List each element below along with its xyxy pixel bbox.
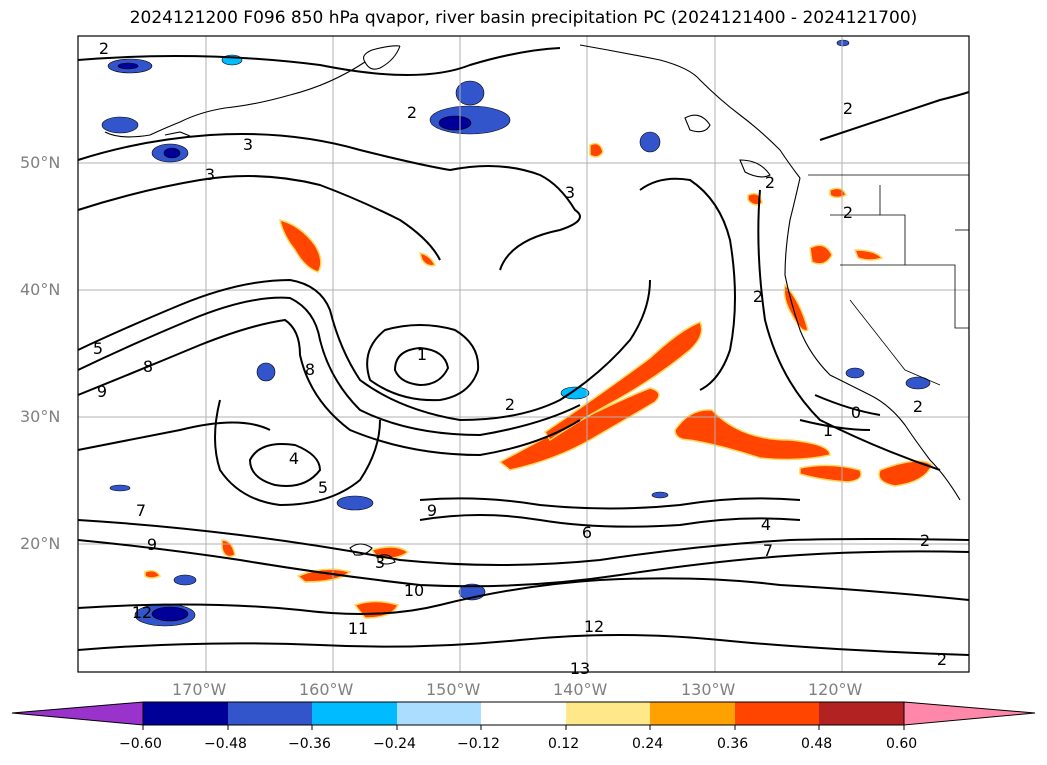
contour-label: 2	[753, 287, 763, 306]
contour-label: 3	[565, 183, 575, 202]
contour-label: 0	[851, 403, 861, 422]
colorbar-tick-label: 0.48	[801, 736, 833, 752]
contour-label: 12	[132, 603, 152, 622]
colorbar-segment	[228, 702, 312, 725]
colorbar-extend-low	[11, 701, 144, 726]
colorbar-segment	[481, 702, 566, 725]
colorbar-tick-label: 0.12	[548, 736, 580, 752]
contour-label: 7	[763, 541, 773, 560]
contour-label: 2	[843, 203, 853, 222]
lon-label: 170°W	[172, 680, 227, 699]
colorbar-tick-label: −0.60	[119, 736, 162, 752]
lon-label: 120°W	[808, 680, 863, 699]
contour-label: 3	[375, 553, 385, 572]
contour-label: 3	[205, 165, 215, 184]
contour-label: 2	[937, 650, 947, 669]
lat-label: 50°N	[20, 153, 61, 172]
gridlines	[78, 36, 969, 672]
contour-label: 8	[305, 360, 315, 379]
political-borders	[808, 174, 969, 386]
lat-label: 20°N	[20, 534, 61, 553]
contour-label: 2	[99, 39, 109, 58]
colorbar-tick-label: −0.24	[373, 736, 416, 752]
colorbar-segment	[397, 702, 481, 725]
colorbar-segment	[735, 702, 819, 725]
contour-label: 2	[913, 397, 923, 416]
qvapor-contours	[77, 47, 970, 656]
coastlines	[104, 44, 961, 565]
contour-label: 9	[147, 535, 157, 554]
contour-label: 2	[843, 99, 853, 118]
contour-label: 11	[348, 619, 368, 638]
positive-precip-areas	[144, 142, 933, 619]
colorbar	[11, 701, 1036, 730]
contour-label: 9	[427, 501, 437, 520]
contour-label: 4	[761, 515, 771, 534]
colorbar-tick-label: 0.60	[886, 736, 918, 752]
contour-label: 9	[97, 382, 107, 401]
contour-label: 8	[143, 357, 153, 376]
colorbar-tick-label: −0.36	[288, 736, 331, 752]
colorbar-extend-high	[903, 701, 1036, 726]
colorbar-segment	[650, 702, 735, 725]
negative-precip-areas	[101, 39, 931, 627]
contour-label: 5	[93, 339, 103, 358]
contour-label: 3	[243, 135, 253, 154]
colorbar-tick-label: 0.36	[717, 736, 749, 752]
map-title: 2024121200 F096 850 hPa qvapor, river ba…	[129, 8, 918, 28]
colorbar-segment	[312, 702, 397, 725]
lon-label: 130°W	[681, 680, 736, 699]
contour-labels: 2 2 2 3 3 3 2 1 2 5 8 9 8 4 5 9 7 9 6 4 …	[93, 39, 947, 678]
colorbar-segment	[819, 702, 904, 725]
contour-label: 1	[823, 421, 833, 440]
lon-label: 140°W	[553, 680, 608, 699]
colorbar-segment	[143, 702, 228, 725]
colorbar-tick-label: 0.24	[632, 736, 664, 752]
lon-label: 160°W	[299, 680, 354, 699]
contour-label: 7	[136, 501, 146, 520]
lat-label: 40°N	[20, 280, 61, 299]
contour-label: 2	[407, 103, 417, 122]
contour-label: 4	[289, 449, 299, 468]
lat-label: 30°N	[20, 407, 61, 426]
colorbar-tick-label: −0.48	[204, 736, 247, 752]
contour-label: 1	[417, 345, 427, 364]
contour-label: 6	[582, 523, 592, 542]
contour-label: 2	[505, 395, 515, 414]
lon-label: 150°W	[426, 680, 481, 699]
contour-label: 13	[570, 659, 590, 678]
contour-label: 5	[318, 478, 328, 497]
contour-label: 12	[584, 617, 604, 636]
colorbar-tick-label: −0.12	[457, 736, 500, 752]
contour-label: 2	[765, 173, 775, 192]
colorbar-segment	[566, 702, 650, 725]
plot-area: 2 2 2 3 3 3 2 1 2 5 8 9 8 4 5 9 7 9 6 4 …	[77, 35, 970, 678]
contour-label: 2	[920, 531, 930, 550]
contour-label: 10	[404, 581, 424, 600]
